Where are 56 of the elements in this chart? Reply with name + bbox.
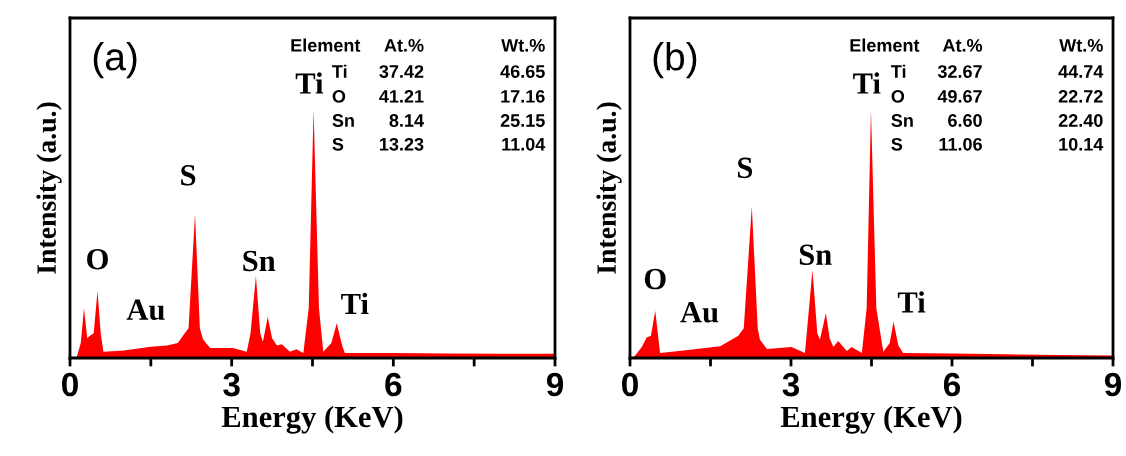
text: 46.65: [500, 65, 545, 78]
annotation: 22.40: [1058, 114, 1103, 127]
x-axis-title: Energy (KeV): [780, 405, 962, 434]
x-tick-label: 0: [62, 372, 78, 397]
x-tick-label: 9: [546, 372, 564, 397]
text: (a): [93, 42, 137, 79]
text: O: [332, 89, 346, 103]
annotation: 8.14: [389, 114, 424, 127]
x-tick-label: 9: [1104, 372, 1122, 397]
text: 41.21: [379, 89, 424, 103]
text: 49.67: [937, 89, 982, 103]
text: At.%: [942, 39, 983, 52]
text: Wt.%: [1059, 39, 1103, 52]
annotation: O: [87, 248, 108, 270]
annotation: Sn: [243, 250, 276, 272]
text: At.%: [384, 39, 424, 52]
text: 17.16: [501, 89, 545, 103]
text: Element: [291, 38, 361, 52]
text: Wt.%: [501, 39, 545, 52]
annotation: Au: [126, 299, 165, 321]
x-tick-label: 6: [943, 372, 961, 397]
annotation: 10.14: [1059, 137, 1104, 151]
annotation: 11.04: [502, 137, 546, 151]
x-tick-label: 3: [223, 372, 240, 397]
text: (b): [653, 42, 697, 79]
annotation: S: [738, 157, 753, 179]
text: 22.72: [1058, 89, 1103, 103]
text: 44.74: [1058, 65, 1104, 78]
y-axis-title: Intensity (a.u.): [36, 102, 62, 274]
annotation: S: [891, 137, 903, 151]
annotation: 6.60: [948, 114, 982, 127]
y-axis-title: Intensity (a.u.): [596, 102, 622, 274]
annotation: Sn: [891, 114, 913, 127]
text: 37.42: [379, 65, 424, 78]
annotation: 25.15: [500, 114, 545, 127]
text: 32.67: [937, 65, 982, 78]
text: Ti: [332, 64, 347, 78]
text: Element: [850, 38, 920, 52]
annotation: Ti: [341, 292, 369, 314]
annotation: 13.23: [380, 137, 424, 151]
annotation: O: [644, 268, 666, 290]
annotation: S: [181, 165, 196, 186]
annotation: 11.06: [939, 137, 982, 151]
annotation: Sn: [332, 114, 354, 127]
annotation: Ti: [897, 291, 926, 313]
x-tick-label: 0: [622, 372, 638, 397]
x-axis-title: Energy (KeV): [221, 405, 403, 434]
x-tick-label: 3: [782, 372, 800, 397]
annotation: Sn: [799, 244, 832, 266]
text: Ti: [891, 64, 906, 78]
annotation: S: [332, 137, 344, 151]
annotation: Ti: [853, 72, 881, 94]
text: O: [891, 89, 905, 103]
annotation: Ti: [295, 72, 324, 94]
x-tick-label: 6: [385, 372, 402, 397]
annotation: Au: [680, 302, 719, 323]
